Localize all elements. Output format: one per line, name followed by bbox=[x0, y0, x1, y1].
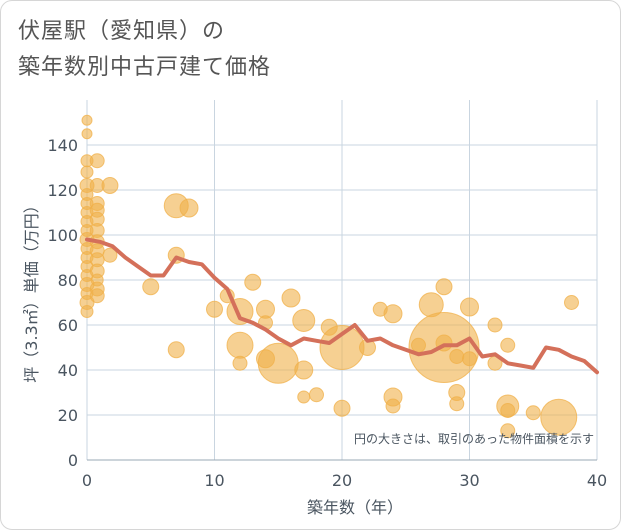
bubble-point bbox=[449, 396, 465, 412]
x-tick-label: 30 bbox=[459, 471, 479, 490]
bubble-point bbox=[460, 297, 479, 317]
y-axis-label: 坪（3.3㎡）単価（万円） bbox=[22, 197, 41, 382]
bubble-point bbox=[500, 403, 516, 418]
bubble-point bbox=[80, 165, 94, 179]
tick-labels: 0 20 40 60 80 100 120 140 0 10 20 30 40 bbox=[47, 136, 607, 490]
y-tick-label: 40 bbox=[58, 361, 78, 380]
bubble-point bbox=[102, 247, 118, 263]
bubble-point bbox=[500, 337, 516, 353]
bubble-point bbox=[309, 387, 324, 403]
bubble-point bbox=[462, 351, 477, 367]
bubble-point bbox=[257, 342, 299, 384]
y-tick-label: 0 bbox=[68, 451, 78, 470]
bubble-point bbox=[206, 300, 223, 318]
bubble-point bbox=[281, 288, 301, 308]
x-tick-label: 40 bbox=[587, 471, 607, 490]
trend-line bbox=[85, 237, 599, 375]
bubble-point bbox=[89, 153, 105, 169]
y-tick-label: 140 bbox=[47, 136, 78, 155]
bubble-point bbox=[179, 198, 199, 218]
bubble-point bbox=[435, 278, 453, 296]
bubble-point bbox=[383, 304, 403, 324]
bubble-point bbox=[385, 398, 401, 414]
bubble-point bbox=[244, 273, 262, 291]
bubble-point bbox=[89, 288, 105, 304]
x-tick-label: 20 bbox=[332, 471, 352, 490]
chart-title-line1: 伏屋駅（愛知県）の bbox=[18, 19, 226, 44]
size-annotation: 円の大きさは、取引のあった物件面積を示す bbox=[354, 431, 594, 446]
bubble-point bbox=[540, 398, 578, 436]
y-tick-label: 60 bbox=[58, 316, 78, 335]
x-tick-label: 10 bbox=[204, 471, 224, 490]
bubble-point bbox=[333, 399, 351, 417]
bubble-point bbox=[81, 128, 93, 140]
x-tick-label: 0 bbox=[82, 471, 92, 490]
chart-title: 伏屋駅（愛知県）の 築年数別中古戸建て価格 bbox=[18, 14, 271, 86]
bubble-point bbox=[449, 349, 465, 364]
bubble-point bbox=[487, 317, 503, 333]
bubble-point bbox=[226, 331, 254, 359]
bubble-point bbox=[292, 309, 316, 332]
bubble-point bbox=[142, 278, 160, 296]
bubble-point bbox=[101, 177, 119, 194]
chart-title-line2: 築年数別中古戸建て価格 bbox=[18, 55, 272, 80]
bubble-point bbox=[81, 114, 93, 126]
bubble-point bbox=[232, 355, 248, 371]
bubble-point bbox=[500, 423, 516, 439]
bubble-point bbox=[167, 341, 185, 359]
bubble-point bbox=[294, 360, 314, 380]
y-tick-label: 100 bbox=[47, 226, 78, 245]
y-tick-label: 20 bbox=[58, 406, 78, 425]
bubble-point bbox=[525, 405, 541, 421]
x-axis-label: 築年数（年） bbox=[307, 498, 403, 517]
bubble-point bbox=[297, 390, 311, 404]
y-tick-label: 80 bbox=[58, 271, 78, 290]
y-tick-label: 120 bbox=[47, 181, 78, 200]
bubble-point bbox=[564, 295, 579, 310]
bubble-point bbox=[80, 305, 94, 318]
